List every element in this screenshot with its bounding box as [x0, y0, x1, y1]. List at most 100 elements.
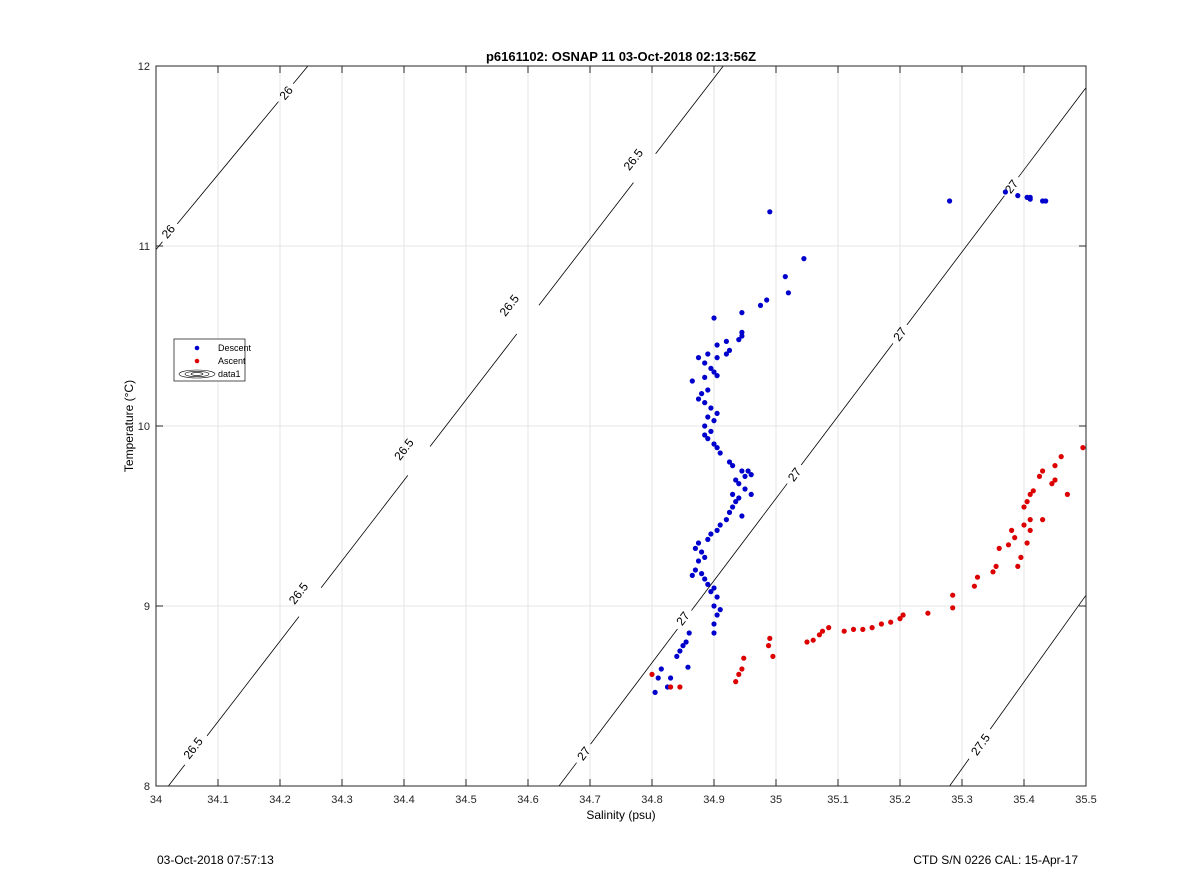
descent-point — [736, 337, 742, 343]
footer-calibration: CTD S/N 0226 CAL: 15-Apr-17 — [913, 853, 1078, 867]
descent-point — [730, 463, 736, 469]
data-points — [649, 189, 1086, 696]
ascent-point — [1027, 517, 1033, 523]
ascent-point — [1021, 522, 1027, 528]
ascent-point — [770, 653, 776, 660]
descent-point — [708, 589, 714, 595]
ascent-point — [1080, 445, 1086, 451]
descent-point — [1043, 198, 1049, 204]
y-tick-label: 11 — [139, 241, 150, 253]
descent-point — [785, 290, 792, 296]
descent-point — [683, 639, 689, 645]
x-tick-label: 34.9 — [703, 794, 724, 806]
descent-point — [736, 495, 742, 501]
ascent-point — [826, 625, 832, 631]
contour-label: 27 — [890, 324, 909, 343]
ascent-point — [996, 545, 1002, 552]
ascent-point — [1015, 563, 1021, 570]
descent-point — [711, 603, 717, 609]
descent-point — [655, 675, 661, 681]
x-tick-label: 35.1 — [827, 794, 848, 806]
contour-label: 26.5 — [181, 734, 207, 761]
descent-point — [739, 513, 745, 519]
density-contour-line — [800, 343, 894, 466]
x-tick-label: 35.3 — [951, 794, 972, 806]
descent-point — [658, 666, 664, 672]
descent-point — [708, 531, 714, 537]
descent-point — [695, 540, 702, 546]
contour-label: 26.5 — [621, 146, 647, 173]
descent-point — [711, 621, 717, 627]
ascent-point — [741, 655, 747, 661]
descent-point — [714, 445, 720, 451]
descent-point — [702, 554, 708, 561]
ascent-point — [900, 612, 906, 618]
ascent-point — [649, 671, 655, 678]
descent-point — [689, 572, 695, 579]
descent-point — [723, 517, 730, 523]
descent-point — [717, 607, 723, 613]
y-tick-label: 9 — [144, 601, 150, 613]
legend[interactable]: Descent Ascent data1 — [173, 338, 252, 382]
descent-point — [733, 499, 739, 505]
descent-point — [714, 410, 720, 416]
descent-point — [1015, 193, 1021, 199]
density-contour-line — [691, 483, 788, 611]
descent-point — [714, 594, 720, 600]
x-tick-label: 34.3 — [331, 794, 352, 806]
descent-point — [714, 612, 720, 618]
density-contour-line — [538, 182, 634, 306]
ascent-point — [767, 635, 773, 642]
descent-point — [705, 436, 711, 442]
density-contour-line — [590, 628, 678, 745]
descent-point — [717, 450, 723, 456]
contour-label: 26 — [159, 222, 179, 241]
contour-label: 26.5 — [286, 580, 312, 607]
descent-point — [726, 459, 733, 465]
descent-point — [733, 477, 739, 483]
descent-point — [668, 675, 674, 681]
x-tick-label: 34 — [150, 794, 162, 806]
descent-point — [702, 374, 708, 380]
x-tick-label: 35.5 — [1075, 794, 1096, 806]
descent-point — [699, 571, 705, 577]
x-tick-label: 34.1 — [207, 794, 228, 806]
x-tick-label: 34.5 — [455, 794, 476, 806]
density-contour-line — [429, 333, 518, 447]
descent-point — [674, 653, 680, 660]
x-tick-label: 34.2 — [269, 794, 290, 806]
descent-point — [705, 387, 711, 393]
density-contour-line — [292, 65, 309, 85]
ascent-point — [1027, 491, 1033, 497]
descent-point — [714, 527, 720, 534]
axis-ticks: 34 34.1 34.2 34.3 34.4 34.5 34.6 34.7 34.8 34.9 35… — [138, 61, 1097, 806]
descent-point — [702, 423, 708, 429]
ascent-point — [736, 671, 742, 678]
ascent-point — [1036, 473, 1043, 479]
descent-point — [739, 468, 745, 474]
density-contour-line — [320, 475, 409, 589]
descent-point — [702, 576, 708, 582]
contour-label: 27 — [673, 609, 692, 628]
x-tick-label: 34.8 — [641, 794, 662, 806]
descent-point — [739, 310, 745, 316]
ascent-point — [733, 679, 739, 685]
descent-point — [711, 441, 717, 447]
ascent-point — [950, 605, 956, 611]
descent-point — [714, 342, 720, 348]
descent-point — [714, 355, 720, 361]
descent-point — [726, 509, 733, 515]
descent-point — [730, 491, 736, 497]
x-axis-label: Salinity (psu) — [586, 808, 655, 822]
density-contour-line — [655, 65, 724, 155]
ascent-point — [993, 563, 999, 570]
ascent-point — [1049, 481, 1055, 487]
ascent-point — [925, 610, 931, 616]
ascent-point — [765, 643, 772, 649]
descent-point — [692, 567, 699, 573]
descent-point — [699, 391, 705, 397]
descent-point — [723, 338, 730, 344]
descent-point — [652, 689, 658, 696]
descent-point — [680, 643, 686, 649]
descent-point — [708, 405, 714, 411]
